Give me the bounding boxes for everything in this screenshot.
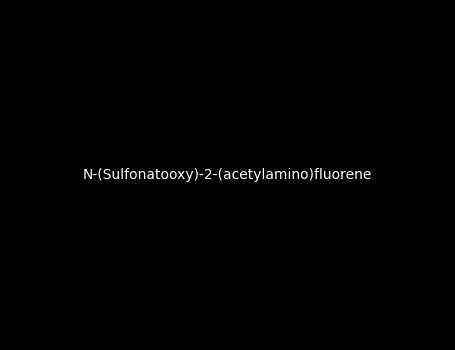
Text: N-(Sulfonatooxy)-2-(acetylamino)fluorene: N-(Sulfonatooxy)-2-(acetylamino)fluorene xyxy=(83,168,372,182)
